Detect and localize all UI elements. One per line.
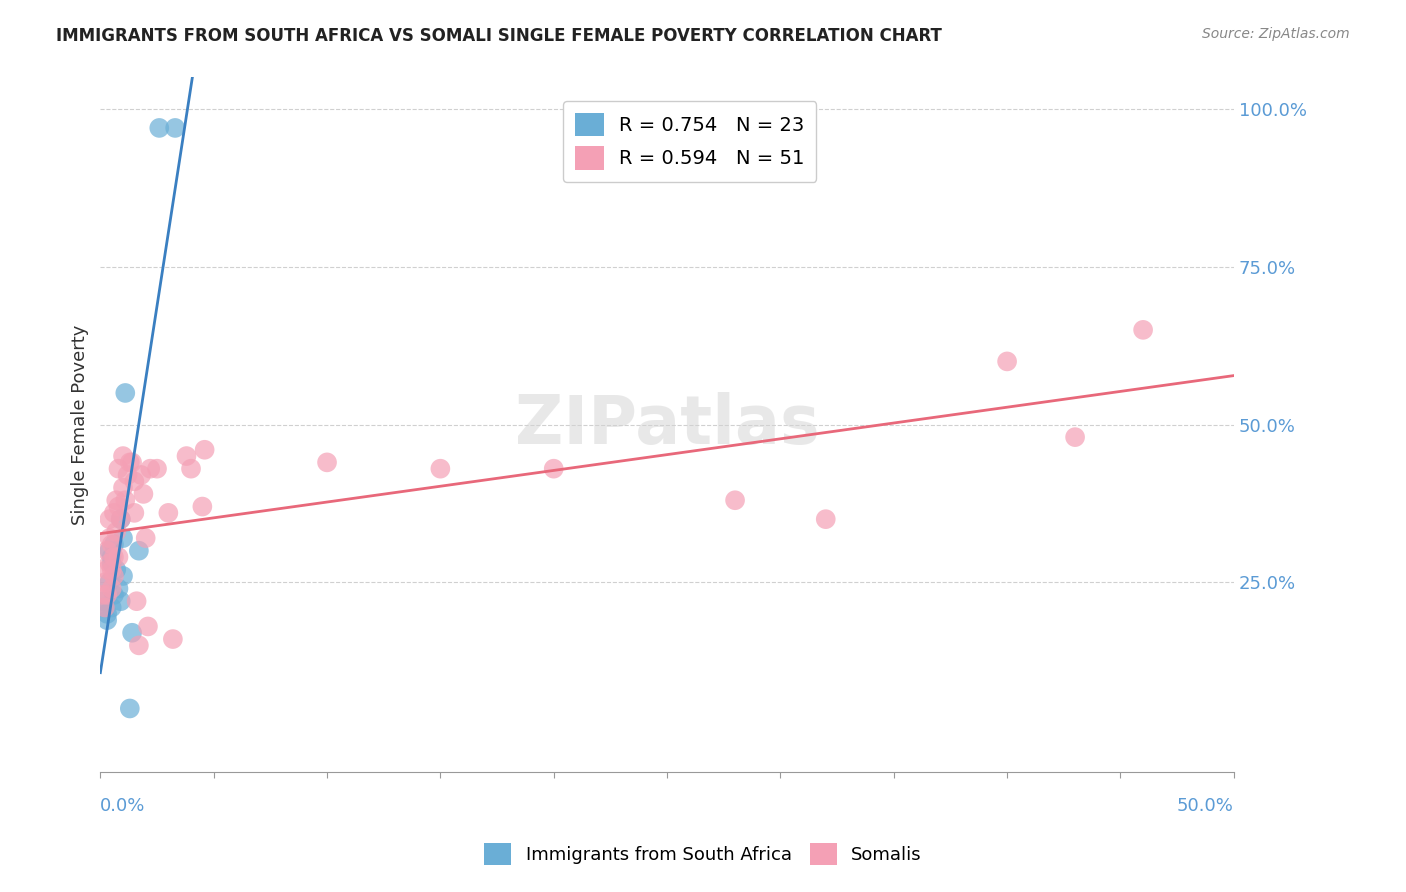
Text: ZIPatlas: ZIPatlas xyxy=(515,392,820,458)
Point xyxy=(107,500,129,514)
Point xyxy=(1064,430,1087,444)
Point xyxy=(139,461,162,475)
Point xyxy=(96,607,118,621)
Legend: Immigrants from South Africa, Somalis: Immigrants from South Africa, Somalis xyxy=(475,834,931,874)
Text: Source: ZipAtlas.com: Source: ZipAtlas.com xyxy=(1202,27,1350,41)
Point xyxy=(121,625,143,640)
Point xyxy=(176,449,198,463)
Point xyxy=(128,543,150,558)
Point xyxy=(103,537,125,551)
Point xyxy=(103,569,125,583)
Point xyxy=(100,563,122,577)
Point xyxy=(94,600,117,615)
Point xyxy=(107,582,129,596)
Point xyxy=(191,500,214,514)
Point xyxy=(118,455,141,469)
Point xyxy=(135,531,157,545)
Point xyxy=(96,588,118,602)
Point xyxy=(103,506,125,520)
Point xyxy=(110,512,132,526)
Y-axis label: Single Female Poverty: Single Female Poverty xyxy=(72,325,89,524)
Point xyxy=(96,563,118,577)
Text: 50.0%: 50.0% xyxy=(1177,797,1234,814)
Point xyxy=(125,594,148,608)
Point xyxy=(94,575,117,590)
Point xyxy=(98,557,121,571)
Point xyxy=(132,487,155,501)
Point xyxy=(165,120,187,135)
Point xyxy=(111,481,134,495)
Point xyxy=(100,549,122,564)
Point xyxy=(124,475,146,489)
Point xyxy=(129,468,152,483)
Point xyxy=(995,354,1018,368)
Point xyxy=(100,582,122,596)
Point xyxy=(146,461,169,475)
Point xyxy=(105,524,128,539)
Point xyxy=(103,549,125,564)
Point xyxy=(128,639,150,653)
Point xyxy=(111,449,134,463)
Point xyxy=(105,563,128,577)
Point xyxy=(94,600,117,615)
Point xyxy=(429,461,451,475)
Point xyxy=(157,506,180,520)
Point xyxy=(162,632,184,646)
Point xyxy=(103,588,125,602)
Point xyxy=(180,461,202,475)
Point xyxy=(111,531,134,545)
Point xyxy=(724,493,747,508)
Text: IMMIGRANTS FROM SOUTH AFRICA VS SOMALI SINGLE FEMALE POVERTY CORRELATION CHART: IMMIGRANTS FROM SOUTH AFRICA VS SOMALI S… xyxy=(56,27,942,45)
Point xyxy=(124,506,146,520)
Point xyxy=(117,468,139,483)
Point xyxy=(105,493,128,508)
Point xyxy=(110,512,132,526)
Point xyxy=(148,120,170,135)
Point xyxy=(814,512,837,526)
Point xyxy=(316,455,339,469)
Point xyxy=(100,557,122,571)
Point xyxy=(100,600,122,615)
Point xyxy=(98,531,121,545)
Point xyxy=(111,569,134,583)
Point xyxy=(118,701,141,715)
Point xyxy=(91,588,114,602)
Point xyxy=(98,543,121,558)
Point xyxy=(96,613,118,627)
Legend: R = 0.754   N = 23, R = 0.594   N = 51: R = 0.754 N = 23, R = 0.594 N = 51 xyxy=(562,101,817,182)
Point xyxy=(98,575,121,590)
Point xyxy=(114,493,136,508)
Point xyxy=(107,549,129,564)
Point xyxy=(543,461,565,475)
Point xyxy=(1132,323,1154,337)
Point xyxy=(91,594,114,608)
Point xyxy=(100,537,122,551)
Point xyxy=(110,594,132,608)
Point xyxy=(114,386,136,401)
Point xyxy=(107,461,129,475)
Point xyxy=(136,619,159,633)
Point xyxy=(194,442,217,457)
Point xyxy=(96,543,118,558)
Point xyxy=(121,455,143,469)
Text: 0.0%: 0.0% xyxy=(100,797,146,814)
Point xyxy=(98,512,121,526)
